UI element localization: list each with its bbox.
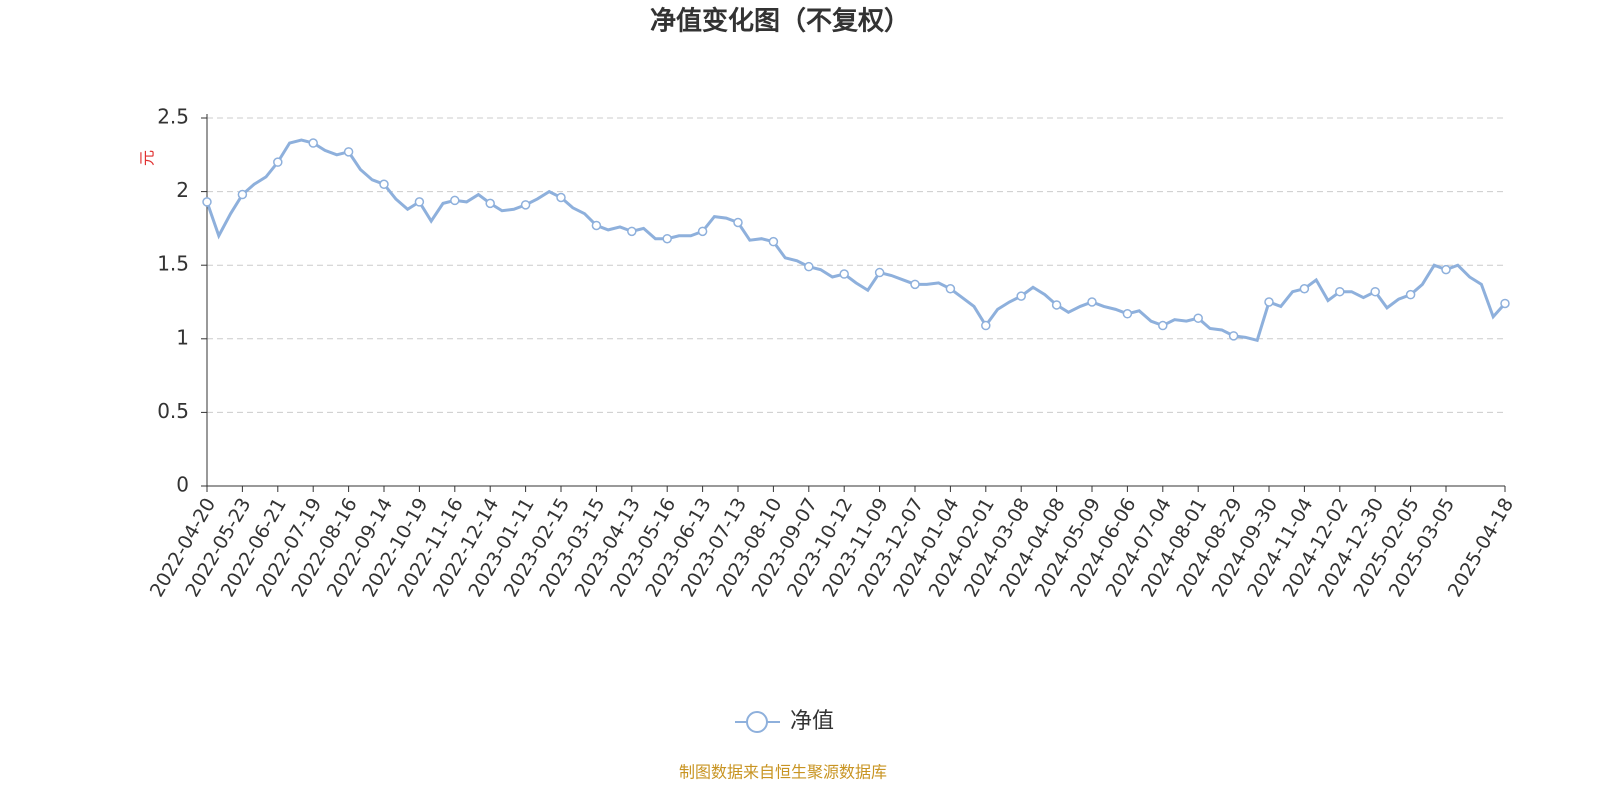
point-marker: [981, 320, 991, 331]
point-marker: [1500, 298, 1510, 309]
point-marker: [910, 279, 920, 290]
point-marker: [343, 147, 354, 157]
point-marker: [1051, 300, 1062, 310]
point-marker: [1193, 313, 1203, 323]
point-marker: [733, 217, 743, 228]
point-marker: [591, 220, 602, 231]
point-marker: [1122, 309, 1133, 319]
y-axis-label: 元: [138, 150, 157, 166]
point-marker: [804, 261, 814, 272]
point-marker: [237, 189, 248, 200]
chart-title: 净值变化图（不复权）: [650, 6, 910, 37]
point-marker: [1405, 289, 1416, 300]
point-marker: [1264, 297, 1274, 307]
point-marker: [662, 233, 672, 244]
point-marker: [1299, 284, 1310, 294]
y-tick-label: 0: [176, 473, 189, 497]
point-marker: [1228, 331, 1239, 341]
point-marker: [874, 267, 885, 278]
point-marker: [556, 192, 566, 203]
point-marker: [273, 157, 283, 167]
point-marker: [1087, 297, 1097, 307]
point-marker: [485, 198, 495, 209]
point-marker: [520, 200, 531, 210]
source-note: 制图数据来自恒生聚源数据库: [679, 763, 887, 782]
point-marker: [414, 197, 425, 207]
y-tick-label: 2.5: [157, 105, 189, 129]
legend-label: 净值: [790, 709, 834, 734]
point-marker: [768, 236, 779, 247]
legend-marker: [746, 711, 768, 733]
series-line: [205, 138, 1507, 343]
point-marker: [1335, 286, 1345, 297]
point-marker: [1158, 320, 1168, 331]
point-marker: [1441, 264, 1451, 275]
point-marker: [1370, 286, 1380, 297]
point-marker: [945, 284, 956, 294]
point-marker: [379, 179, 389, 189]
y-tick-label: 0.5: [157, 399, 189, 423]
y-tick-label: 1.5: [157, 252, 189, 276]
point-marker: [202, 197, 212, 207]
point-marker: [1016, 291, 1026, 301]
point-marker: [697, 226, 708, 237]
point-marker: [627, 226, 637, 237]
point-marker: [450, 195, 460, 206]
y-tick-label: 2: [176, 178, 189, 202]
y-tick-label: 1: [176, 325, 189, 349]
point-marker: [308, 138, 318, 148]
point-marker: [839, 269, 849, 279]
